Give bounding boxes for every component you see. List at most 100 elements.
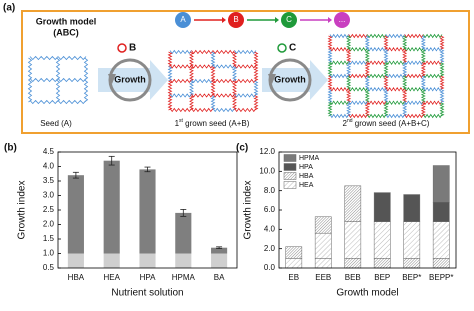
- error-bar: [108, 155, 115, 166]
- mesh-strand: [366, 87, 387, 92]
- mesh-strand: [57, 77, 87, 83]
- mesh-strand: [404, 113, 424, 119]
- sequence-arrow-head: [275, 17, 279, 23]
- mesh-strand: [364, 35, 370, 50]
- mesh-strand: [191, 64, 214, 69]
- mesh-strand: [57, 99, 87, 105]
- mesh-strand: [191, 78, 214, 84]
- bar-segment: [67, 175, 84, 254]
- mesh-strand: [83, 79, 89, 103]
- y-tick-label: 4.0: [43, 162, 55, 171]
- mesh-strand: [169, 93, 192, 98]
- mesh-strand: [327, 62, 333, 77]
- bar-segment: [432, 202, 450, 222]
- bar-segment: [314, 258, 332, 269]
- mesh-strand: [404, 87, 424, 92]
- y-axis-label: Growth index: [243, 181, 254, 240]
- bar-segment: [211, 253, 228, 268]
- mesh-strand: [348, 113, 368, 119]
- mesh-strand: [385, 113, 406, 119]
- bar-segment: [285, 246, 303, 259]
- mesh-strand: [329, 60, 350, 65]
- plot-frame: [278, 151, 457, 269]
- mesh-strand: [420, 35, 426, 50]
- bar-segment: [373, 258, 391, 269]
- mesh-strand: [327, 75, 333, 90]
- mesh-strand: [167, 66, 173, 82]
- bar-segment: [314, 216, 332, 234]
- mesh-strand: [385, 100, 406, 105]
- legend-swatch: [283, 181, 297, 189]
- bar-segment: [403, 221, 421, 259]
- mesh-strand: [346, 88, 352, 104]
- mesh-strand: [83, 57, 89, 81]
- mesh-strand: [385, 73, 406, 79]
- legend-label: HEA: [299, 182, 314, 189]
- x-tick-label: HPA: [140, 273, 157, 282]
- mesh-strand: [327, 35, 333, 50]
- mesh-strand: [404, 33, 424, 39]
- mesh-strand: [234, 49, 257, 55]
- sequence-label: ...: [339, 15, 346, 24]
- x-tick-label: HEA: [103, 273, 120, 282]
- mesh-strand: [404, 100, 424, 105]
- mesh-strand: [191, 49, 214, 55]
- mesh-strand: [346, 62, 352, 77]
- mesh-strand: [346, 48, 352, 64]
- meshes: [27, 33, 445, 119]
- mesh-strand: [385, 87, 406, 92]
- mesh-strand: [439, 102, 445, 117]
- mesh-strand: [253, 95, 259, 111]
- mesh-strand: [329, 100, 350, 105]
- mesh-strand: [346, 75, 352, 90]
- mesh-strand: [55, 79, 61, 103]
- y-tick-label: 1.0: [43, 249, 55, 258]
- mesh-strand: [348, 47, 368, 52]
- caption: 2nd grown seed (A+B+C): [343, 118, 430, 128]
- mesh-strand: [212, 49, 235, 55]
- bar-segment: [344, 185, 362, 222]
- x-axis-label: Nutrient solution: [111, 288, 183, 299]
- bar-segment: [139, 169, 156, 254]
- cycle: [268, 58, 312, 102]
- x-tick-label: EEB: [315, 273, 331, 282]
- y-tick-label: 2.0: [43, 220, 55, 229]
- mesh-strand: [327, 88, 333, 104]
- mesh-strand: [234, 64, 257, 69]
- sequence-label: A: [180, 15, 186, 24]
- legend-swatch: [283, 163, 297, 171]
- bar-segment: [175, 212, 192, 254]
- mesh-strand: [402, 102, 408, 117]
- y-axis-label: Growth index: [17, 181, 28, 240]
- x-tick-label: BA: [214, 273, 225, 282]
- bar-segment: [211, 247, 228, 254]
- legend-swatch: [283, 172, 297, 180]
- mesh-strand: [402, 62, 408, 77]
- bar-segment: [373, 221, 391, 259]
- mesh-strand: [439, 75, 445, 90]
- legend-label: HPMA: [299, 155, 320, 162]
- added-label: B: [129, 43, 136, 54]
- arrow: [98, 60, 168, 100]
- y-tick-label: 1.5: [43, 234, 55, 243]
- mesh-strand: [189, 95, 194, 111]
- y-tick-label: 4.0: [264, 224, 276, 233]
- mesh-strand: [439, 35, 445, 50]
- sequence-circle: [281, 12, 297, 28]
- mesh-strand: [327, 102, 333, 117]
- arrow: [262, 60, 328, 100]
- mesh-strand: [402, 88, 408, 104]
- mesh-strand: [167, 80, 173, 96]
- mesh-strand: [57, 55, 87, 61]
- caption-text: grown seed (A+B+C): [353, 119, 430, 128]
- legend-label: HPA: [299, 164, 313, 171]
- model-title: Growth model: [36, 16, 97, 26]
- mesh-strand: [27, 57, 33, 81]
- mesh-strand: [402, 48, 408, 64]
- mesh-strand: [422, 33, 443, 39]
- cycle: [108, 58, 152, 102]
- mesh-strand: [402, 35, 408, 50]
- mesh-strand: [169, 64, 192, 69]
- mesh-strand: [234, 93, 257, 98]
